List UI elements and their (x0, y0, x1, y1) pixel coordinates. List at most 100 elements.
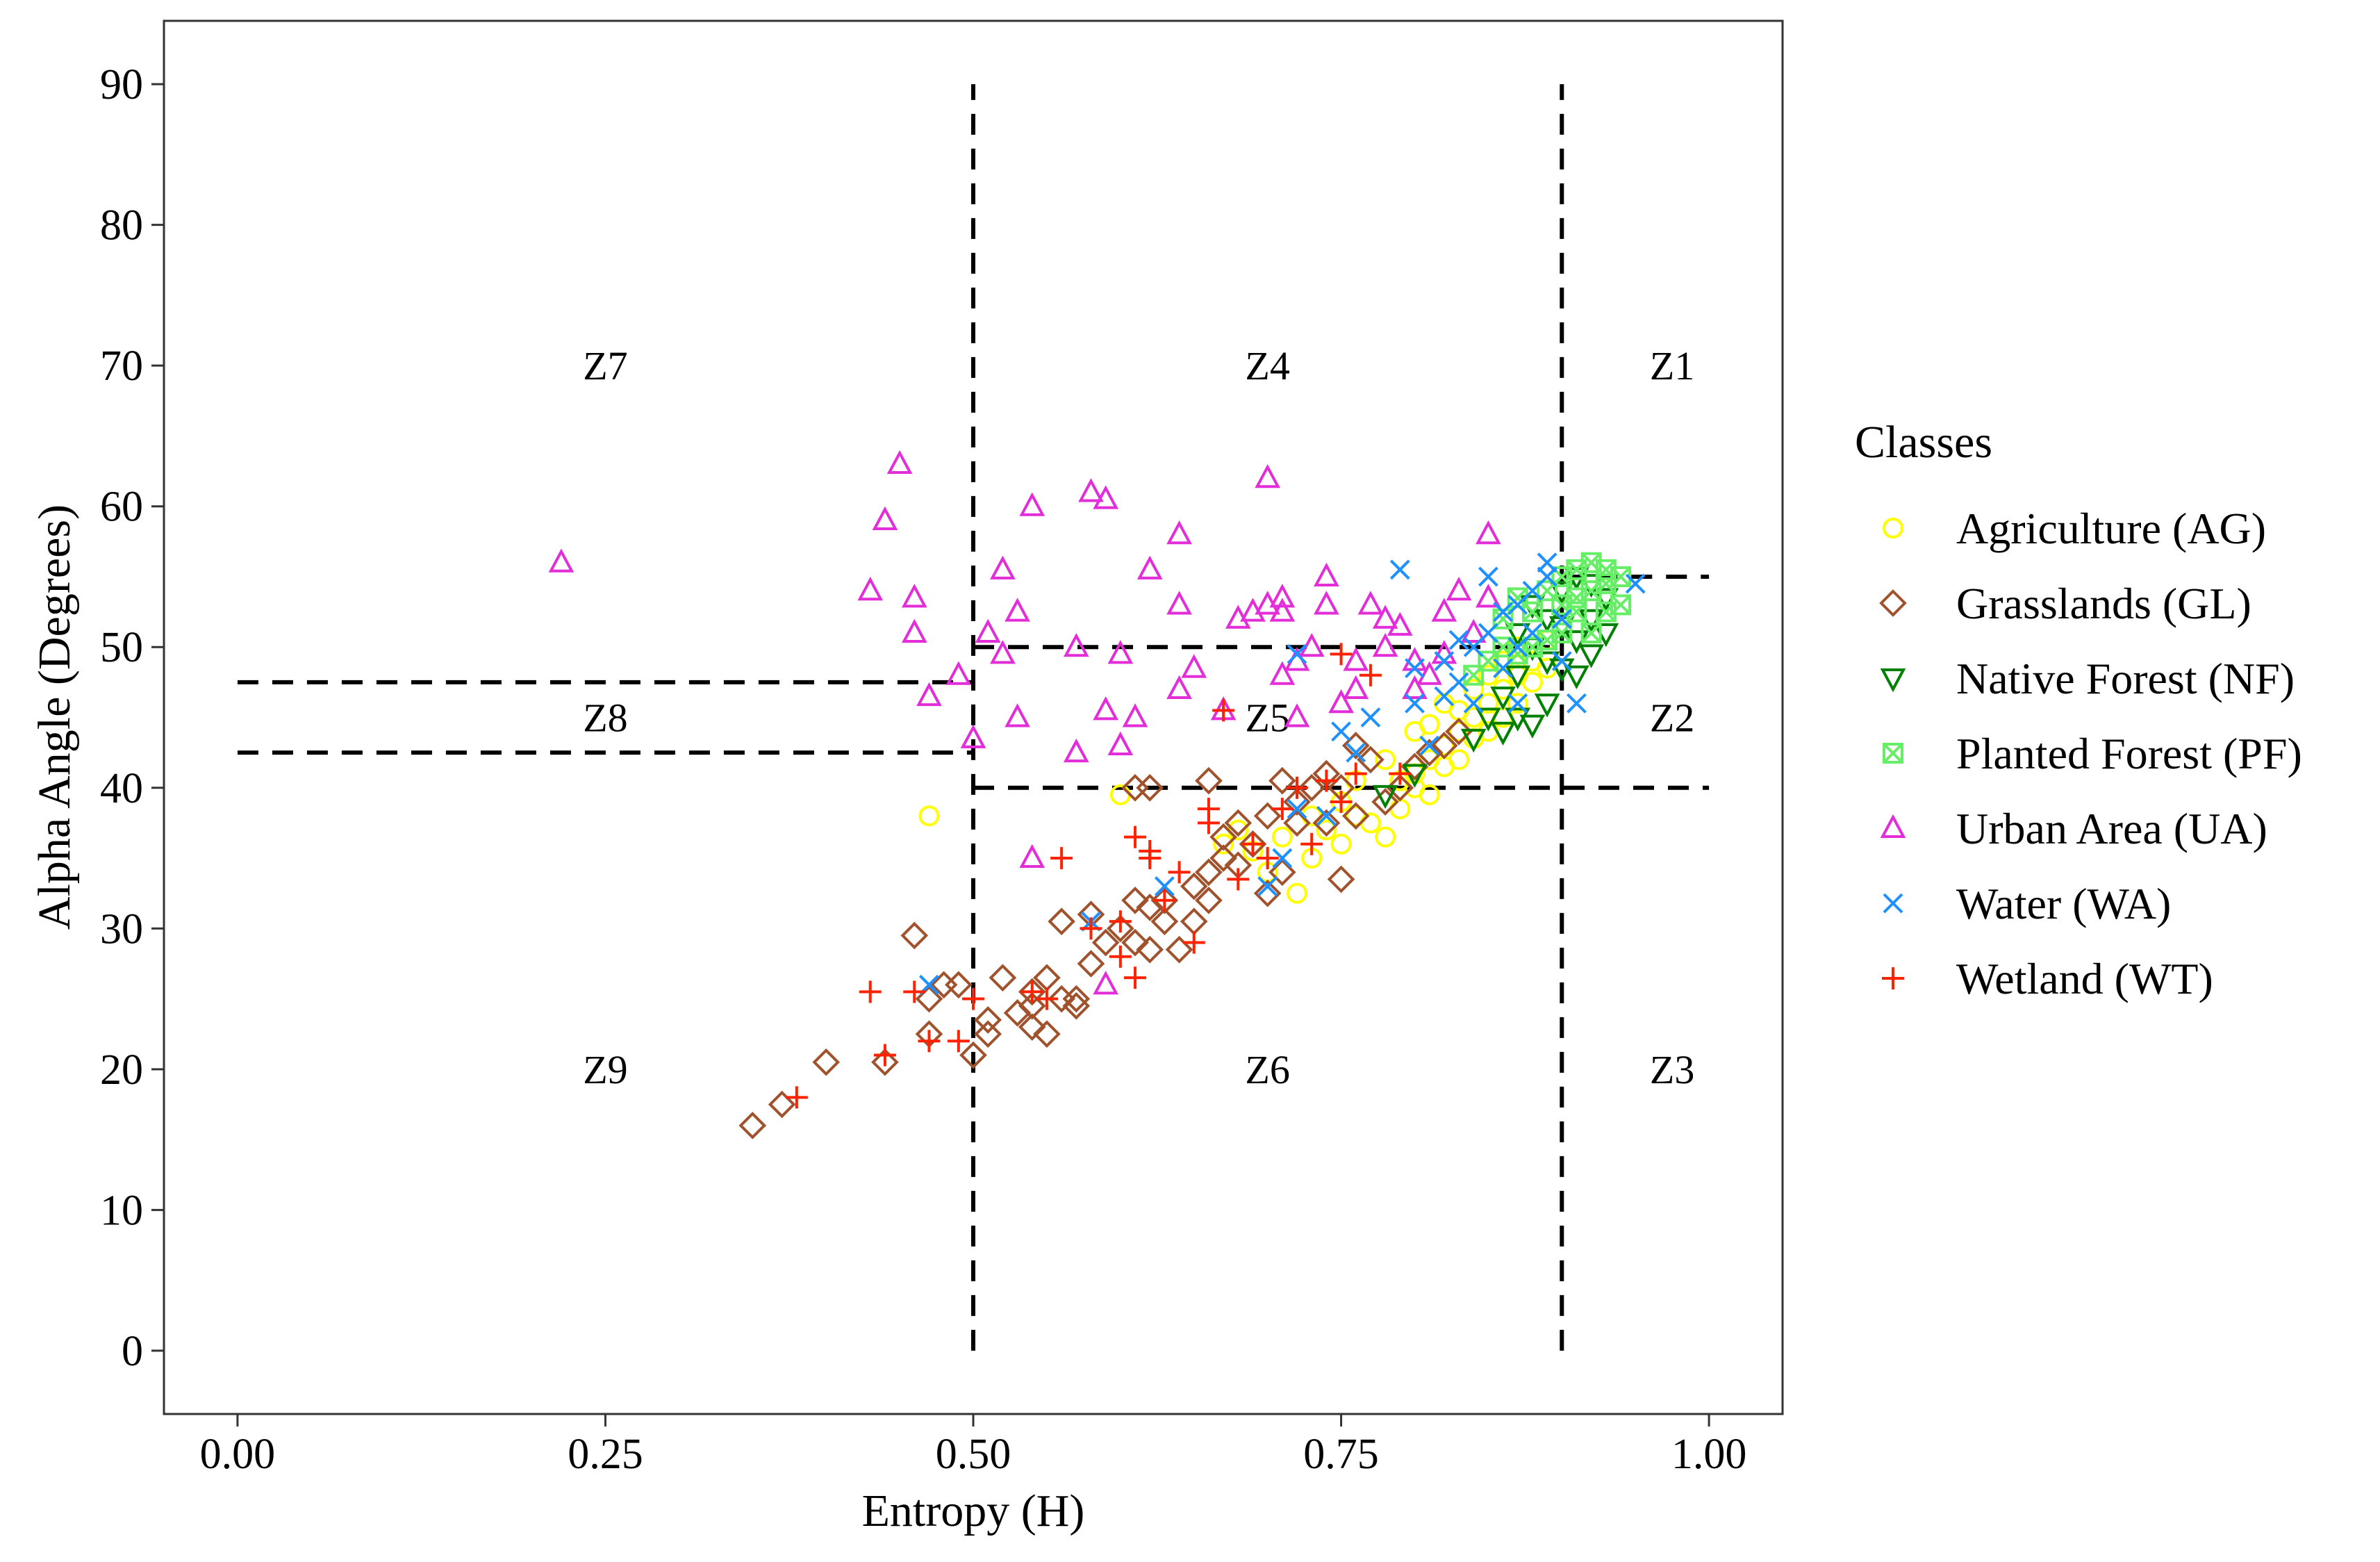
data-point (1341, 732, 1370, 759)
data-point (1448, 630, 1469, 650)
data-point (974, 1020, 1002, 1049)
data-point (1063, 633, 1089, 657)
data-point (1195, 858, 1223, 887)
legend-label: Urban Area (UA) (1956, 804, 2267, 853)
data-point (1109, 945, 1132, 968)
legend-title: Classes (1855, 417, 1992, 468)
data-point (1493, 602, 1513, 623)
data-point (974, 1006, 1002, 1034)
y-tick-label: 20 (100, 1046, 143, 1094)
y-tick-label: 50 (100, 624, 143, 671)
data-point (1077, 950, 1105, 978)
data-point (1331, 721, 1351, 742)
x-axis: 0.00 0.25 0.50 0.75 1.00 (200, 1414, 1746, 1478)
data-point (1239, 830, 1267, 858)
data-point (1283, 788, 1311, 816)
data-point (1268, 858, 1296, 887)
data-point (1048, 907, 1075, 935)
data-point (1551, 609, 1572, 630)
legend-label: Wetland (WT) (1956, 954, 2213, 1003)
data-point (1255, 463, 1280, 488)
data-point (1578, 644, 1604, 668)
legend-key-icon (1883, 743, 1903, 764)
data-point (1209, 844, 1237, 872)
data-point (1106, 914, 1134, 943)
data-point (857, 576, 884, 601)
legend-key-icon (1883, 893, 1903, 914)
data-point (1286, 776, 1308, 799)
data-point (1314, 591, 1339, 615)
data-point (918, 1030, 941, 1053)
data-point (1209, 823, 1237, 851)
data-point (1124, 825, 1146, 848)
data-point (812, 1048, 841, 1076)
data-point (1537, 552, 1557, 573)
data-point (1448, 672, 1469, 693)
data-point (900, 921, 929, 950)
legend-item: Planted Forest (PF) (1883, 729, 2302, 778)
data-point (1551, 651, 1572, 671)
data-point (1227, 868, 1250, 891)
data-point (1405, 658, 1425, 679)
data-point (916, 682, 942, 707)
data-point (1300, 832, 1323, 855)
data-point (1478, 623, 1498, 643)
data-point (1372, 605, 1398, 629)
data-point (1121, 928, 1149, 957)
data-point (1078, 478, 1104, 502)
data-point (1019, 844, 1046, 869)
legend-label: Grasslands (GL) (1956, 579, 2251, 628)
data-point (1507, 693, 1528, 714)
data-point (1522, 623, 1543, 643)
data-point (1490, 721, 1516, 746)
data-point (1224, 809, 1253, 837)
data-point (1195, 766, 1223, 795)
data-point (989, 964, 1017, 992)
data-point (1050, 847, 1073, 870)
zone-label-z2: Z2 (1650, 696, 1694, 741)
data-point (1316, 805, 1337, 826)
data-point (1625, 573, 1646, 594)
data-point (1505, 623, 1531, 648)
data-point (959, 1041, 987, 1069)
data-point (1416, 661, 1442, 685)
data-point (1346, 742, 1366, 763)
data-point (1005, 598, 1030, 622)
data-point (1400, 753, 1429, 781)
data-point (1537, 566, 1557, 587)
data-point (1165, 935, 1193, 964)
data-point (1371, 788, 1399, 816)
data-point (1314, 562, 1339, 586)
data-point (859, 980, 882, 1003)
data-point (886, 450, 913, 474)
data-point (1375, 749, 1396, 771)
data-point (944, 971, 973, 999)
legend: Classes Agriculture (AG) Grasslands (GL) N… (1855, 417, 2302, 1003)
data-point (1166, 591, 1192, 615)
data-point (1256, 847, 1279, 870)
data-point (975, 618, 1001, 643)
legend-item: Agriculture (AG) (1883, 504, 2266, 553)
data-point (1287, 882, 1307, 904)
data-point (1269, 584, 1296, 608)
data-point (1463, 693, 1484, 714)
data-point (1181, 654, 1207, 678)
legend-item: Grasslands (GL) (1879, 579, 2251, 628)
legend-item: Urban Area (UA) (1880, 804, 2267, 853)
y-axis-title: Alpha Angle (Degrees) (29, 504, 80, 930)
data-point (1213, 833, 1234, 855)
data-point (1567, 693, 1587, 714)
data-point (1490, 687, 1516, 711)
data-point (1375, 826, 1396, 848)
data-point (1166, 675, 1192, 699)
legend-key-icon (1882, 967, 1904, 989)
data-point (1180, 872, 1208, 901)
data-point (1063, 738, 1089, 763)
data-point (1357, 591, 1384, 615)
legend-item: Native Forest (NF) (1880, 654, 2295, 703)
legend-key-icon (1879, 589, 1907, 617)
x-tick-label: 0.00 (200, 1431, 276, 1478)
x-tick-label: 0.25 (568, 1431, 643, 1478)
data-point (785, 1086, 808, 1109)
